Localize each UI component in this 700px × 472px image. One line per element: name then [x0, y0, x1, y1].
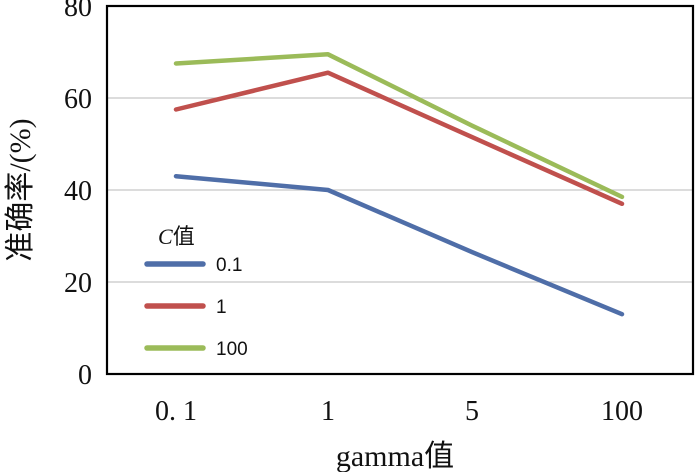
- legend-title-symbol: C: [158, 224, 173, 249]
- series-lines: [173, 52, 625, 317]
- legend-label: 0.1: [216, 255, 242, 276]
- x-tick-label: 1: [321, 396, 335, 427]
- legend-label: 100: [216, 339, 248, 360]
- x-tick-label: 5: [465, 396, 479, 427]
- series-line-100: [173, 52, 625, 200]
- y-tick-label: 80: [64, 0, 92, 23]
- y-axis-title: 准确率/(%): [4, 118, 37, 261]
- legend-title: C值: [158, 224, 195, 249]
- y-tick-label: 40: [64, 176, 92, 207]
- legend-title-suffix: 值: [173, 224, 195, 249]
- x-tick-label: 0. 1: [155, 396, 197, 427]
- series-line-1: [173, 70, 625, 207]
- y-tick-label: 0: [78, 360, 92, 391]
- series-line-0.1: [173, 173, 625, 317]
- y-axis-ticks: 0 20 40 60 80: [64, 0, 92, 391]
- x-tick-label: 100: [601, 396, 643, 427]
- legend-label: 1: [216, 297, 227, 318]
- y-tick-label: 60: [64, 84, 92, 115]
- x-axis-ticks: 0. 1 1 5 100: [155, 396, 643, 427]
- x-axis-title: gamma值: [336, 440, 454, 472]
- y-tick-label: 20: [64, 268, 92, 299]
- legend: C值 0.1 1 100: [144, 224, 248, 360]
- plot-frame: [105, 4, 695, 376]
